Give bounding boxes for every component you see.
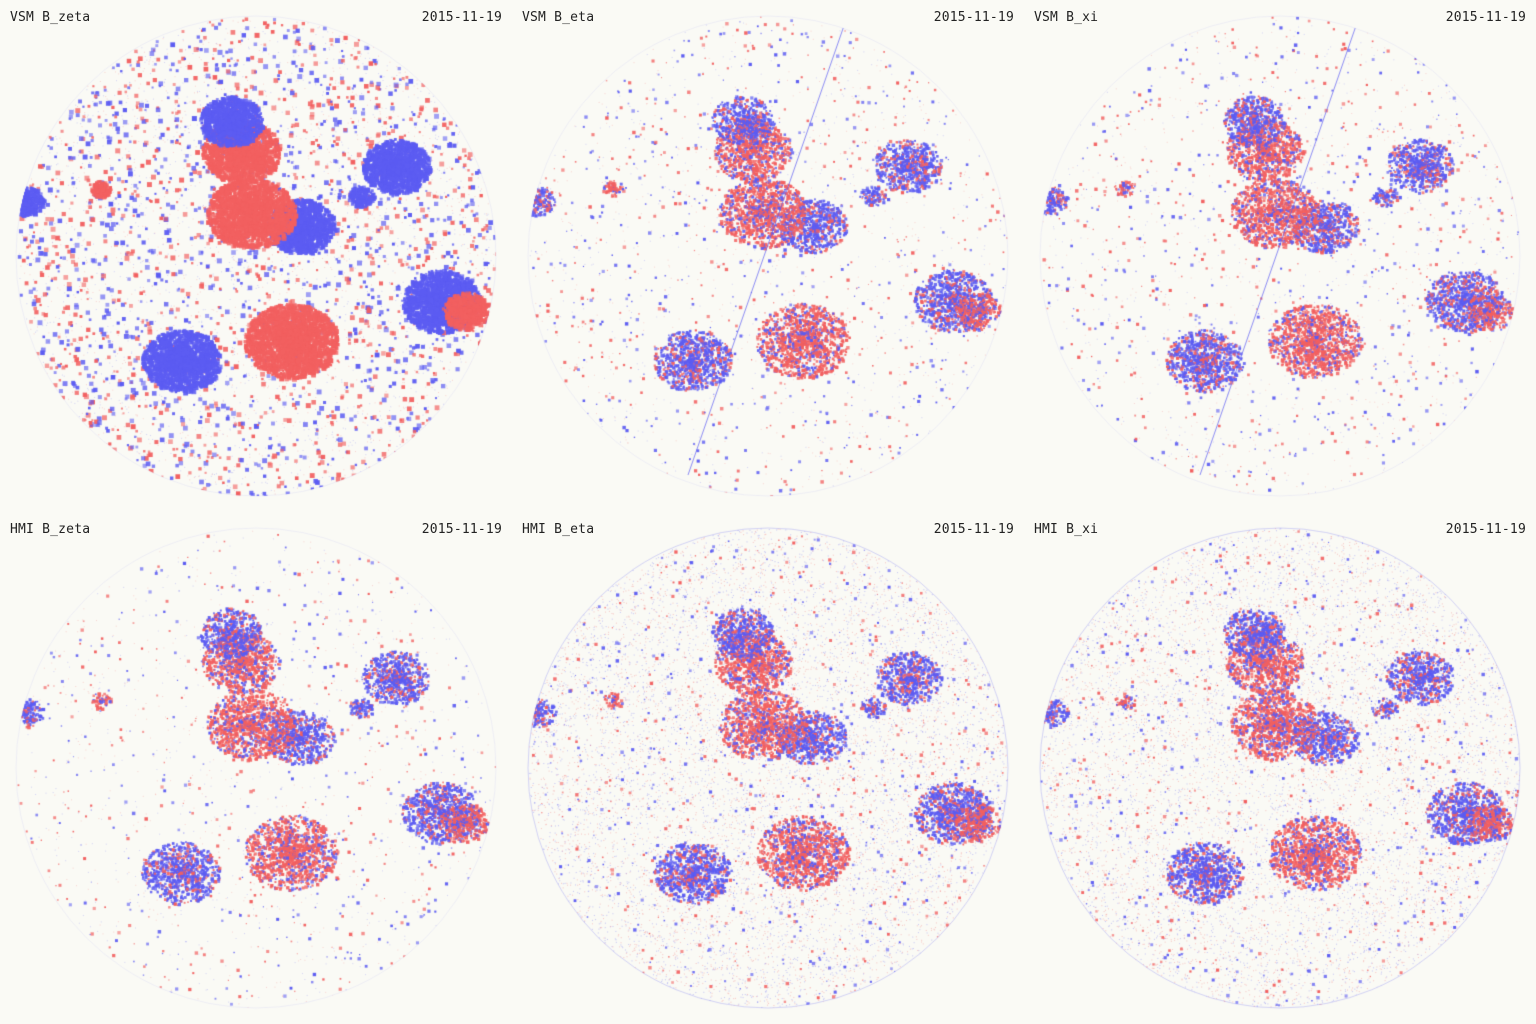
solar-disk-image bbox=[512, 512, 1024, 1024]
panel-hmi-b-xi: HMI B_xi 2015-11-19 bbox=[1024, 512, 1536, 1024]
panel-hmi-b-eta: HMI B_eta 2015-11-19 bbox=[512, 512, 1024, 1024]
panel-vsm-b-xi: VSM B_xi 2015-11-19 bbox=[1024, 0, 1536, 512]
panel-date: 2015-11-19 bbox=[933, 10, 1014, 25]
panel-vsm-b-zeta: VSM B_zeta 2015-11-19 bbox=[0, 0, 512, 512]
panel-title: HMI B_eta bbox=[522, 522, 595, 537]
panel-title: HMI B_zeta bbox=[10, 522, 91, 537]
panel-title: VSM B_eta bbox=[522, 10, 595, 25]
panel-title: VSM B_zeta bbox=[10, 10, 91, 25]
solar-disk-image bbox=[512, 0, 1024, 512]
panel-date: 2015-11-19 bbox=[421, 522, 502, 537]
solar-disk-image bbox=[0, 0, 512, 512]
panel-date: 2015-11-19 bbox=[1445, 522, 1526, 537]
panel-date: 2015-11-19 bbox=[1445, 10, 1526, 25]
panel-vsm-b-eta: VSM B_eta 2015-11-19 bbox=[512, 0, 1024, 512]
solar-disk-image bbox=[1024, 0, 1536, 512]
panel-date: 2015-11-19 bbox=[933, 522, 1014, 537]
solar-disk-image bbox=[0, 512, 512, 1024]
panel-date: 2015-11-19 bbox=[421, 10, 502, 25]
panel-title: HMI B_xi bbox=[1034, 522, 1099, 537]
panel-hmi-b-zeta: HMI B_zeta 2015-11-19 bbox=[0, 512, 512, 1024]
panel-title: VSM B_xi bbox=[1034, 10, 1099, 25]
solar-disk-image bbox=[1024, 512, 1536, 1024]
